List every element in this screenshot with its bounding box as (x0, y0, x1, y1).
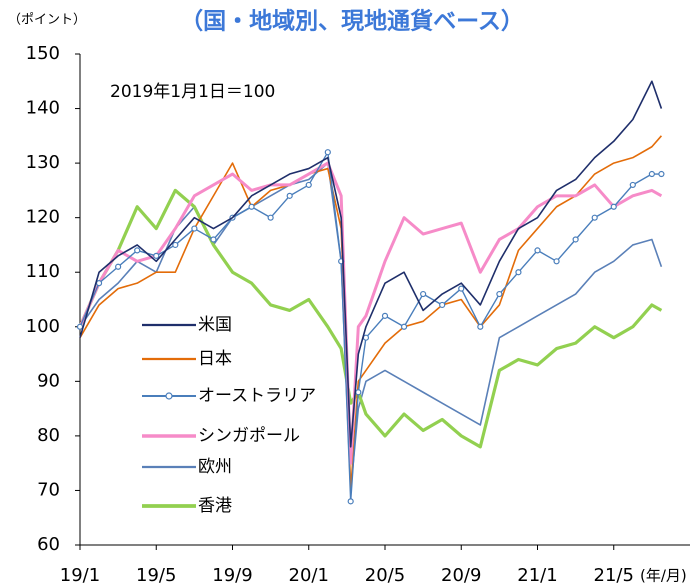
legend-label: シンガポール (198, 426, 300, 446)
series-marker (477, 323, 484, 330)
x-tick-label: 20/5 (365, 565, 405, 585)
series-line (79, 135, 663, 492)
y-tick-label: 70 (37, 479, 60, 500)
series-marker (355, 389, 362, 396)
x-axis-label: (年/月) (640, 567, 687, 585)
series-marker (439, 301, 446, 309)
x-tick-label: 20/1 (289, 565, 329, 585)
series-line (78, 161, 663, 465)
y-tick-label: 110 (26, 261, 60, 282)
legend-label: 香港 (198, 496, 232, 516)
x-tick-label: 21/1 (517, 565, 557, 585)
series-marker (324, 149, 331, 156)
legend-label: 米国 (198, 315, 232, 335)
y-tick-label: 150 (26, 43, 60, 64)
series-marker (610, 203, 617, 210)
chart-title: （国・地域別、現地通貨ベース） (180, 8, 524, 35)
y-tick-label: 90 (37, 370, 60, 391)
series-marker (400, 323, 408, 330)
series-marker (134, 247, 141, 254)
series-marker (381, 312, 389, 319)
series-marker (515, 269, 522, 276)
series-marker (658, 170, 665, 178)
series-marker (648, 170, 655, 178)
y-tick-label: 60 (37, 534, 60, 555)
series-marker (191, 225, 198, 232)
series-line (79, 151, 662, 503)
series-marker (153, 252, 160, 259)
x-tick-label: 19/5 (136, 565, 176, 585)
y-tick-label: 120 (26, 207, 60, 228)
y-tick-label: 100 (26, 316, 60, 337)
legend-label: 欧州 (198, 457, 232, 477)
legend-label: オーストラリア (198, 386, 316, 406)
annotation: 2019年1月1日＝100 (110, 82, 275, 102)
legend-label: 日本 (198, 349, 232, 369)
series-marker (420, 290, 427, 298)
y-tick-label: 140 (26, 98, 60, 119)
series-marker (248, 203, 255, 210)
y-axis-label: （ポイント） (8, 13, 86, 28)
series-marker (496, 290, 503, 298)
series-marker (115, 263, 122, 270)
y-tick-label: 130 (26, 152, 60, 173)
x-tick-label: 19/1 (60, 565, 100, 585)
series-marker (210, 236, 217, 243)
series-marker (286, 192, 293, 199)
series-line (79, 162, 663, 492)
series-marker (591, 214, 598, 221)
series-marker (267, 214, 274, 221)
x-tick-label: 20/9 (441, 565, 481, 585)
series-marker (76, 323, 84, 330)
legend-marker (165, 392, 173, 400)
series-marker (572, 236, 579, 243)
x-tick-label: 21/5 (594, 565, 634, 585)
series-marker (458, 285, 465, 292)
x-tick-label: 19/9 (212, 565, 252, 585)
series-marker (95, 280, 103, 287)
series-marker (305, 181, 312, 189)
y-tick-label: 80 (37, 425, 60, 446)
series-line (78, 188, 663, 449)
series-marker (347, 498, 354, 505)
series-marker (629, 181, 636, 189)
series-marker (553, 258, 560, 265)
series-line (79, 80, 663, 448)
series-marker (172, 241, 179, 249)
series-marker (534, 247, 541, 254)
